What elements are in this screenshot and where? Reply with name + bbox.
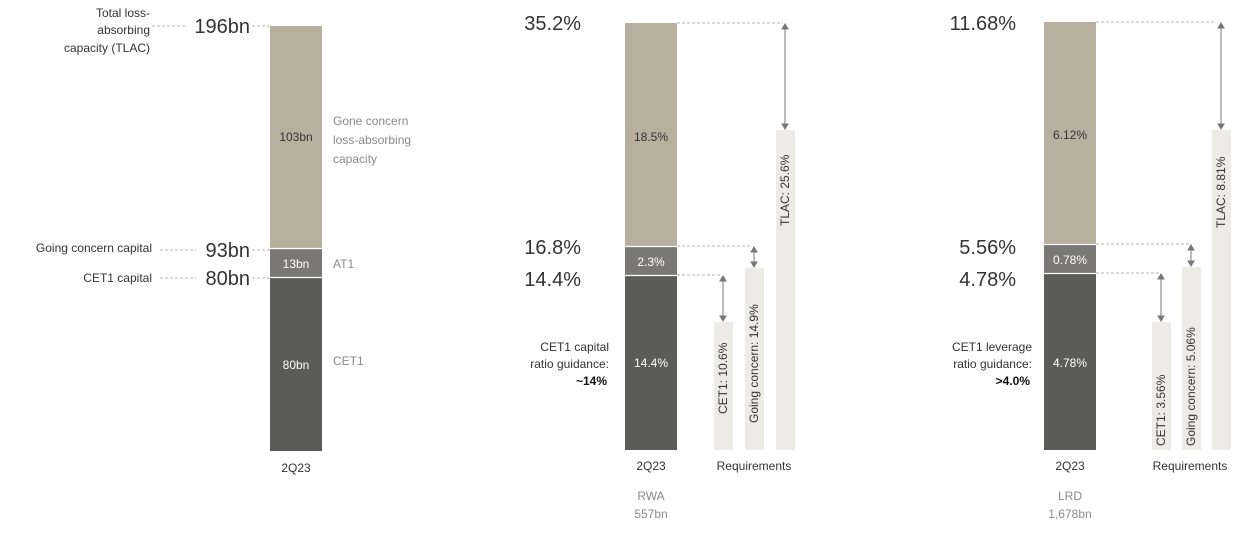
panel-rwa: 35.2% 16.8% 14.4% 18.5% 2.3% 14.4% CET1 …: [524, 13, 795, 521]
tlac-label-line1: Total loss-: [96, 6, 150, 20]
going-concern-capital-label: Going concern capital: [36, 241, 152, 255]
x-category-label: 2Q23: [281, 461, 311, 475]
tlac-level-value: 196bn: [194, 16, 250, 38]
requirements-label: Requirements: [1153, 459, 1228, 473]
segment-label-at1: 0.78%: [1053, 253, 1087, 267]
gap-arrow-cet1: [1157, 273, 1165, 322]
cet1-capital-label: CET1 capital: [83, 271, 152, 285]
requirement-bar-tlac: [776, 130, 795, 450]
requirement-bar-going-concern: [1182, 267, 1201, 450]
requirement-label-cet1: CET1: 10.6%: [716, 342, 730, 414]
requirement-label-cet1: CET1: 3.56%: [1154, 374, 1168, 446]
guidance-line2: ratio guidance:: [953, 357, 1032, 371]
going-concern-ratio-value: 16.8%: [524, 237, 581, 259]
requirement-label-tlac: TLAC: 25.6%: [778, 154, 792, 226]
guidance-value: ~14%: [576, 374, 607, 388]
going-concern-ratio-value: 5.56%: [959, 237, 1016, 259]
bar-segment-cet1: [625, 276, 677, 450]
gone-concern-name-line2: loss-absorbing: [333, 133, 411, 147]
bar-segment-cet1: [270, 278, 322, 451]
panel-lrd: 11.68% 5.56% 4.78% 6.12% 0.78% 4.78% CET…: [950, 13, 1231, 521]
gap-arrow-cet1: [719, 275, 727, 322]
requirement-label-going-concern: Going concern: 14.9%: [747, 304, 761, 423]
requirement-bar-cet1: [1152, 322, 1171, 450]
requirements-label: Requirements: [717, 459, 792, 473]
requirement-bar-cet1: [714, 322, 733, 450]
x-category-label: 2Q23: [1055, 459, 1085, 473]
bar-segment-cet1: [1044, 274, 1096, 450]
requirement-label-going-concern: Going concern: 5.06%: [1184, 327, 1198, 446]
denominator-name: LRD: [1058, 489, 1082, 503]
cet1-level-value: 80bn: [206, 268, 251, 290]
gone-concern-name-line3: capacity: [333, 152, 377, 166]
cet1-ratio-value: 4.78%: [959, 269, 1016, 291]
denominator-value: 557bn: [634, 507, 667, 521]
requirement-bar-going-concern: [745, 268, 764, 450]
x-category-label: 2Q23: [636, 459, 666, 473]
cet1-name: CET1: [333, 354, 364, 368]
segment-label-cet1: 14.4%: [634, 356, 668, 370]
guidance-line1: CET1 capital: [540, 340, 609, 354]
panel-amounts: Total loss- absorbing capacity (TLAC) Go…: [36, 6, 411, 475]
segment-label-cet1: 4.78%: [1053, 356, 1087, 370]
guidance-line1: CET1 leverage: [952, 340, 1032, 354]
segment-label-cet1: 80bn: [283, 358, 310, 372]
cet1-ratio-value: 14.4%: [524, 269, 581, 291]
at1-name: AT1: [333, 257, 354, 271]
tlac-label-line2: absorbing: [97, 23, 150, 37]
bar-segment-at1: [625, 247, 677, 275]
gone-concern-name-line1: Gone concern: [333, 114, 408, 128]
denominator-name: RWA: [637, 489, 664, 503]
guidance-line2: ratio guidance:: [530, 357, 609, 371]
requirement-label-tlac: TLAC: 8.81%: [1214, 156, 1228, 228]
segment-label-gone-concern: 6.12%: [1053, 128, 1087, 142]
gap-arrow-tlac: [781, 23, 789, 130]
tlac-ratio-value: 35.2%: [524, 13, 581, 35]
segment-label-at1: 13bn: [283, 257, 310, 271]
bar-segment-gone-concern: [1044, 22, 1096, 244]
segment-label-at1: 2.3%: [637, 255, 665, 269]
bar-segment-at1: [1044, 245, 1096, 273]
tlac-label-line3: capacity (TLAC): [64, 41, 150, 55]
gap-arrow-going-concern: [750, 246, 758, 268]
bar-segment-gone-concern: [270, 26, 322, 248]
guidance-value: >4.0%: [996, 374, 1031, 388]
segment-label-gone-concern: 103bn: [279, 130, 312, 144]
gap-arrow-tlac: [1217, 22, 1225, 130]
bar-segment-at1: [270, 249, 322, 277]
bar-segment-gone-concern: [625, 23, 677, 246]
segment-label-gone-concern: 18.5%: [634, 130, 668, 144]
tlac-ratio-value: 11.68%: [950, 13, 1017, 35]
requirement-bar-tlac: [1212, 130, 1231, 450]
going-concern-level-value: 93bn: [206, 240, 251, 262]
denominator-value: 1,678bn: [1048, 507, 1091, 521]
gap-arrow-going-concern: [1187, 244, 1195, 267]
